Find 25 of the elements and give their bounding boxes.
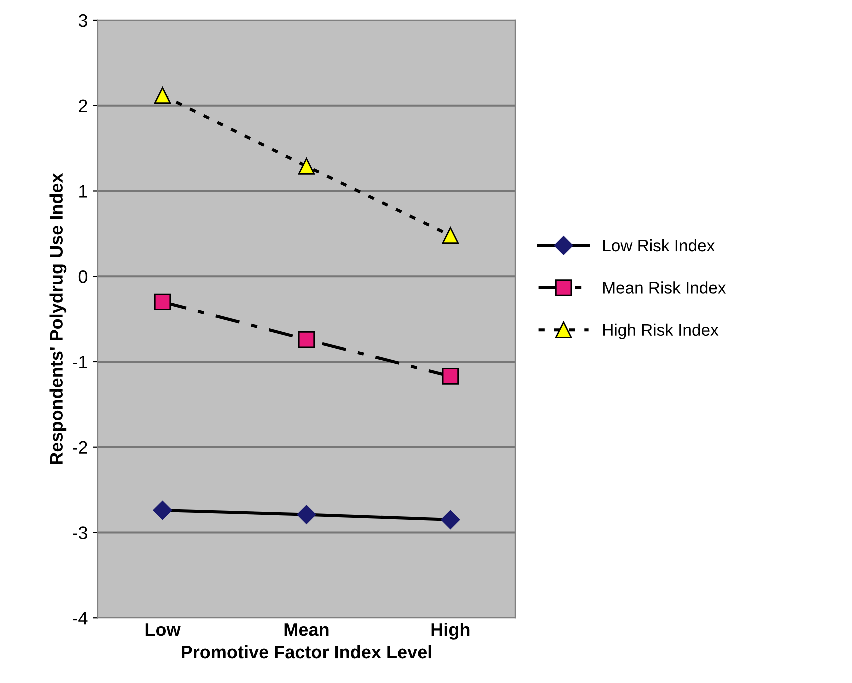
x-axis-title: Promotive Factor Index Level xyxy=(182,645,432,659)
point xyxy=(298,158,316,175)
legend-label: Low Risk Index xyxy=(604,239,715,252)
y-axis-title: Respondents' Polydrug Use Index xyxy=(50,173,67,464)
legend-label: Mean Risk Index xyxy=(604,282,726,294)
x-tick-label: Mean xyxy=(284,624,329,636)
point xyxy=(442,368,460,385)
point xyxy=(297,505,316,524)
y-tick-label: -3 xyxy=(73,526,88,540)
point xyxy=(298,331,316,348)
y-tick-label: 2 xyxy=(79,100,88,112)
y-tick-label: 0 xyxy=(78,270,88,284)
point xyxy=(154,294,172,311)
y-tick-label: -4 xyxy=(73,612,88,625)
point xyxy=(441,510,460,530)
x-tick-label: High xyxy=(432,622,470,640)
y-tick-label: -1 xyxy=(73,356,88,369)
x-tick-label: Low xyxy=(146,624,181,636)
point xyxy=(154,87,172,104)
y-tick-label: 1 xyxy=(80,185,88,198)
y-tick-label: -2 xyxy=(73,441,88,454)
point xyxy=(153,501,172,520)
y-tick-label: 3 xyxy=(78,14,88,28)
legend-label: High Risk Index xyxy=(604,324,719,340)
point xyxy=(442,227,460,244)
